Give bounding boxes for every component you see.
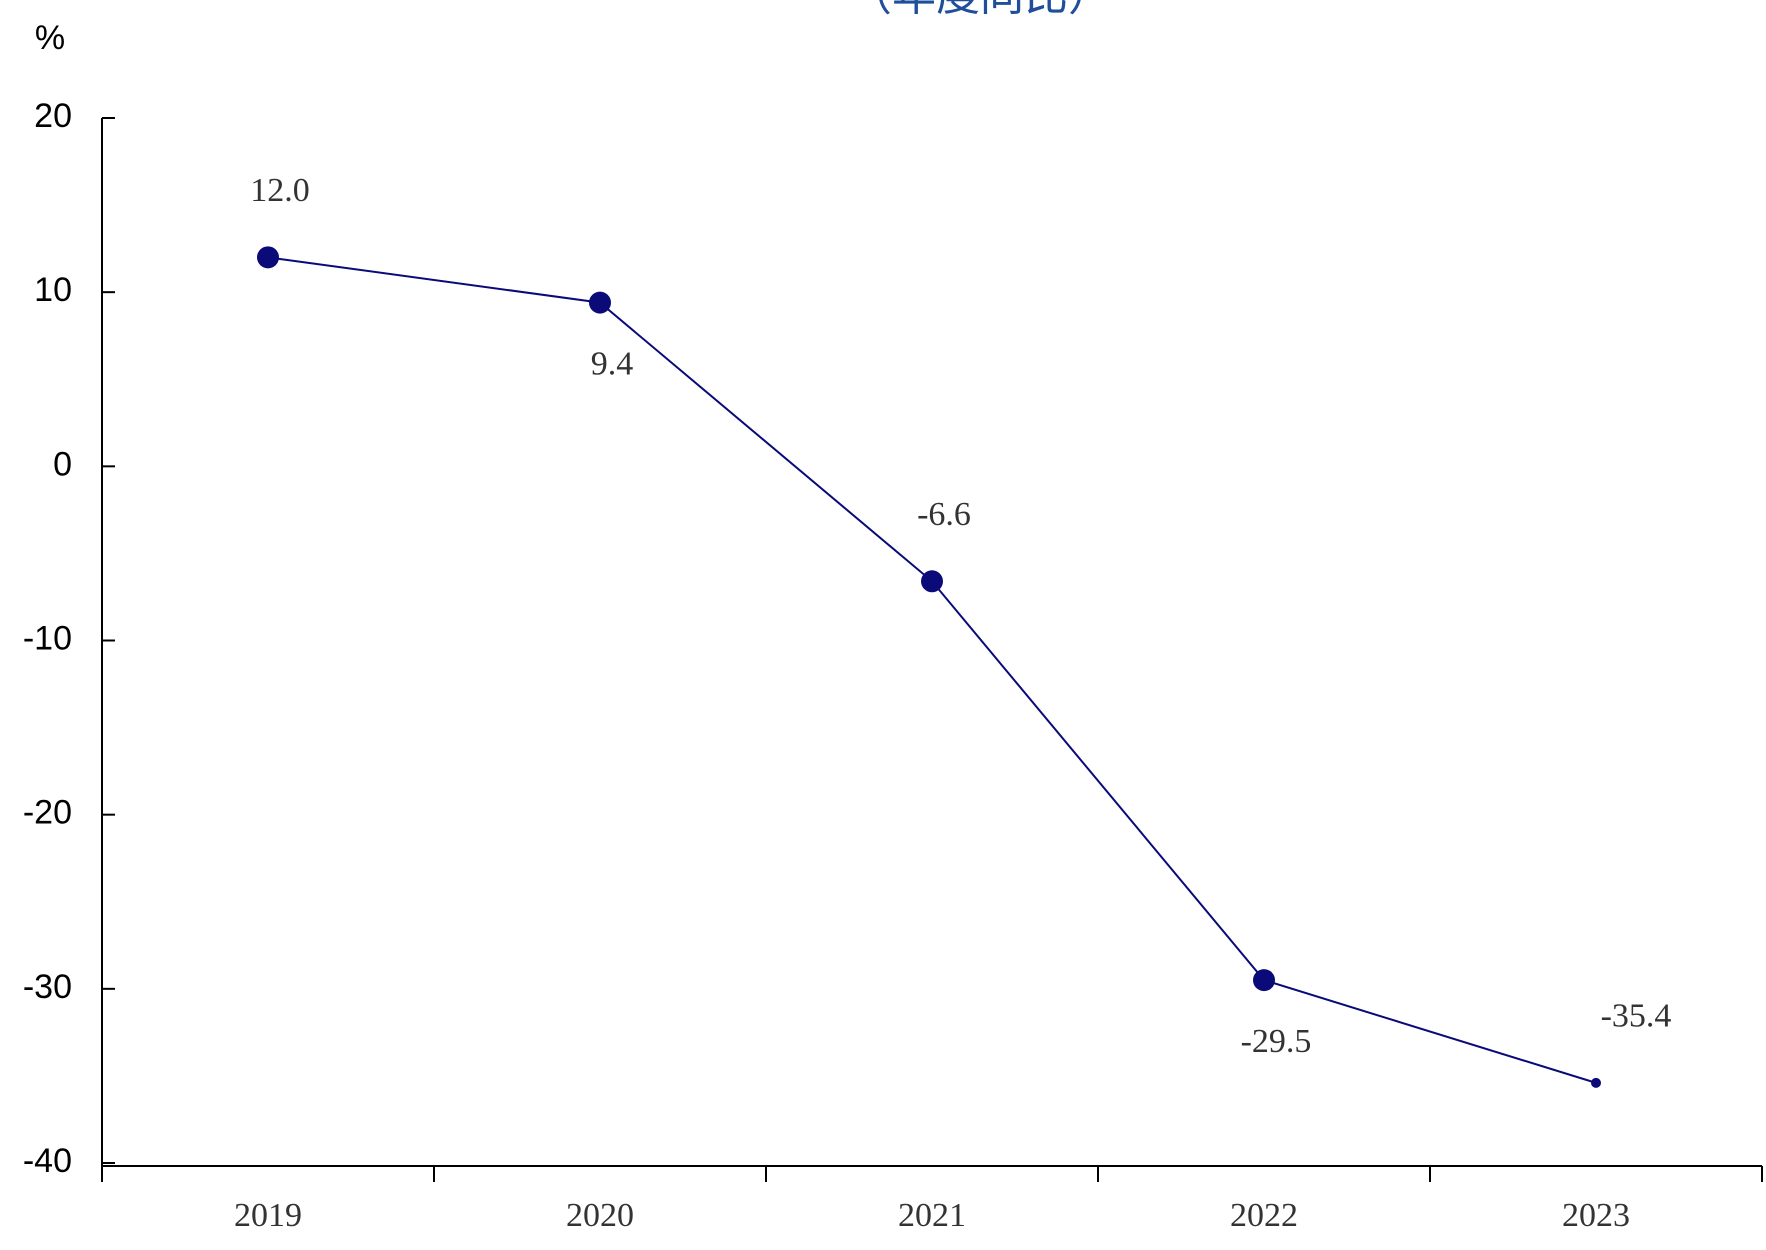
x-tick-label: 2020 [566,1197,634,1234]
y-tick-label: 20 [34,97,72,135]
data-label: -6.6 [917,496,971,533]
marker [257,246,279,269]
marker [1591,1077,1601,1088]
y-tick-label: -20 [23,794,72,832]
data-label: 12.0 [250,172,310,209]
marker [921,570,943,593]
y-tick-label: 0 [53,445,72,483]
x-tick-label: 2019 [234,1197,302,1234]
chart-title: （年度同比） [848,0,1112,21]
x-tick-label: 2021 [898,1197,966,1234]
marker [1253,969,1275,992]
data-label: -29.5 [1241,1023,1312,1060]
data-label: 9.4 [591,345,634,382]
line [267,256,1597,1084]
y-tick-label: -30 [23,968,72,1006]
y-axis-label: % [35,19,65,57]
data-label: -35.4 [1601,998,1672,1035]
marker [589,291,611,314]
y-tick-label: 10 [34,271,72,309]
y-tick-label: -40 [23,1142,72,1180]
x-tick-label: 2023 [1562,1197,1630,1234]
y-tick-label: -10 [23,619,72,657]
x-tick-label: 2022 [1230,1197,1298,1234]
